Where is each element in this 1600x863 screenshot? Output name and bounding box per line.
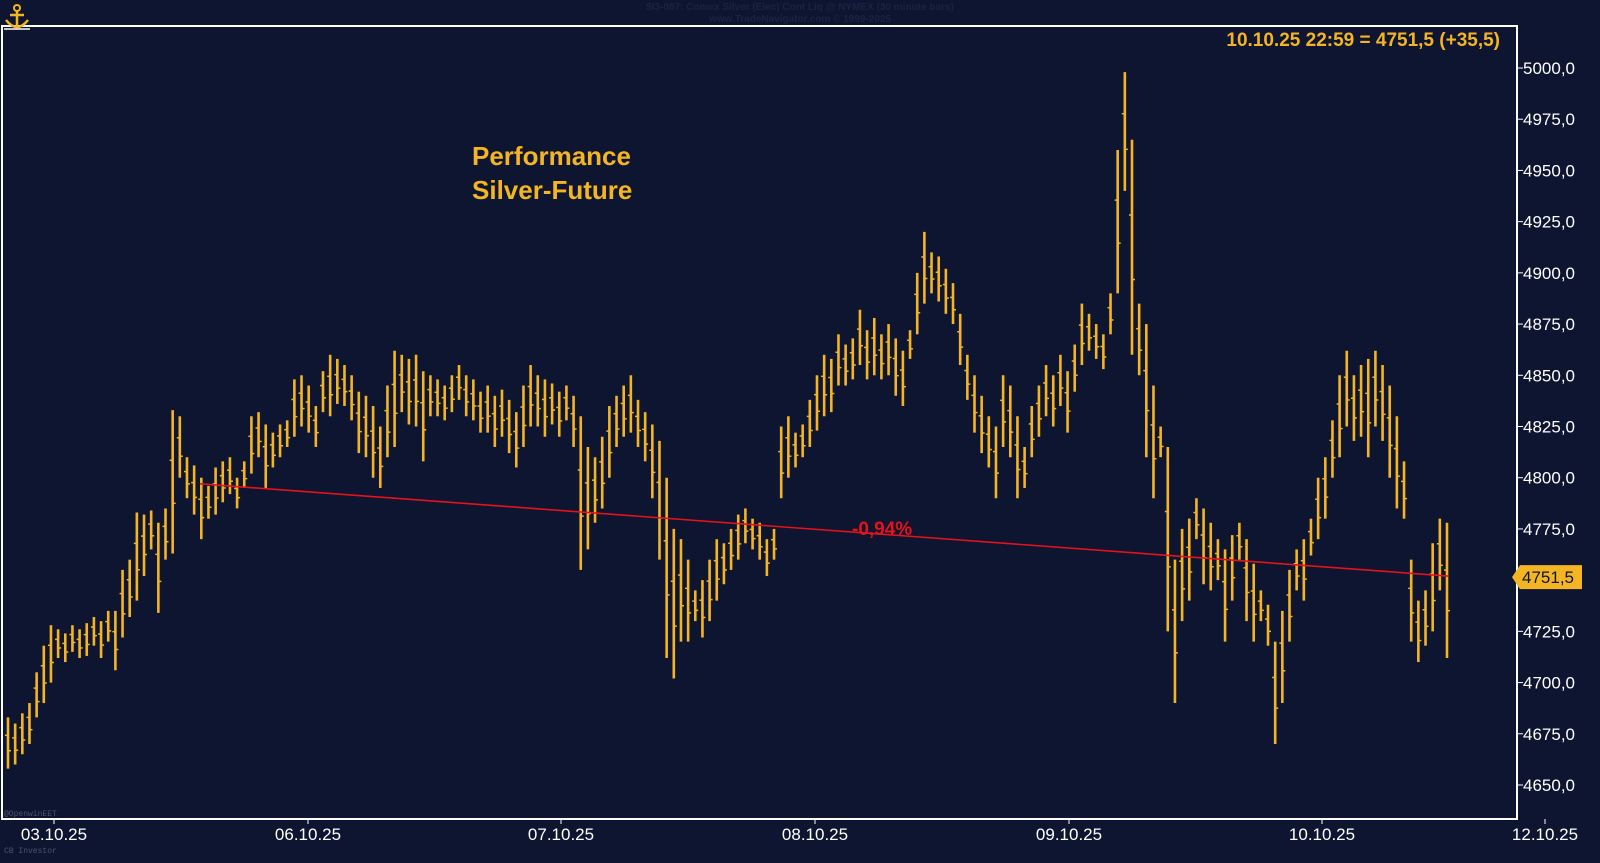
- footer-tag-1: @OpenwinEET: [4, 810, 57, 819]
- plot-frame: [1, 25, 1518, 820]
- last-quote-text: 10.10.25 22:59 = 4751,5 (+35,5): [1226, 30, 1500, 51]
- x-tick-label: 08.10.25: [782, 825, 848, 844]
- y-tick-label: 4775,0: [1523, 520, 1575, 539]
- x-tick-label: 10.10.25: [1289, 825, 1355, 844]
- y-tick-label: 4850,0: [1523, 366, 1575, 385]
- copyright-line: www.TradeNavigator.com © 1999-2025: [708, 14, 892, 25]
- annotation-title-line1: Performance: [472, 141, 631, 171]
- x-tick-label: 12.10.25: [1512, 825, 1578, 844]
- y-tick-label: 4925,0: [1523, 213, 1575, 232]
- y-tick-label: 4650,0: [1523, 776, 1575, 795]
- x-tick-label: 09.10.25: [1036, 825, 1102, 844]
- y-tick-label: 4950,0: [1523, 161, 1575, 180]
- last-price-marker: 4751,5: [1512, 565, 1582, 590]
- y-tick-label: 5000,0: [1523, 59, 1575, 78]
- annotation-title-line2: Silver-Future: [472, 175, 632, 205]
- y-tick-label: 4975,0: [1523, 110, 1575, 129]
- x-tick-label: 07.10.25: [528, 825, 594, 844]
- y-tick-label: 4675,0: [1523, 725, 1575, 744]
- trend-line: [199, 483, 1449, 577]
- source-line: $I3-087: Comex Silver (Elec) Cont Liq @ …: [646, 2, 954, 13]
- y-axis: 5000,0 4975,0 4950,0 4925,0 4900,0 4875,0 4850…: [1517, 59, 1575, 795]
- y-tick-label: 4800,0: [1523, 469, 1575, 488]
- y-tick-label: 4875,0: [1523, 315, 1575, 334]
- anchor-logo-icon: [4, 4, 30, 30]
- x-tick-label: 03.10.25: [21, 825, 87, 844]
- y-tick-label: 4825,0: [1523, 418, 1575, 437]
- x-axis: 03.10.25 06.10.25 07.10.25 08.10.25 09.10.25…: [21, 819, 1578, 844]
- trend-line-group: [199, 483, 1449, 577]
- x-tick-label: 06.10.25: [275, 825, 341, 844]
- y-tick-label: 4725,0: [1523, 622, 1575, 641]
- y-tick-label: 4700,0: [1523, 674, 1575, 693]
- footer-tag-2: CB Investor: [4, 847, 57, 856]
- trend-change-label: -0,94%: [852, 519, 912, 540]
- y-tick-label: 4900,0: [1523, 264, 1575, 283]
- last-price-label: 4751,5: [1522, 568, 1574, 587]
